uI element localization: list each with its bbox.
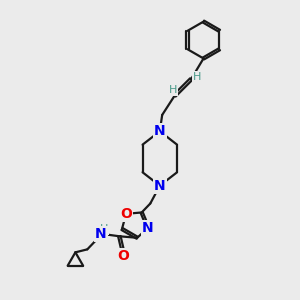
- Text: O: O: [118, 249, 130, 263]
- Text: H: H: [194, 72, 202, 82]
- Text: N: N: [154, 124, 166, 138]
- Text: N: N: [95, 227, 106, 241]
- Text: H: H: [100, 224, 108, 234]
- Text: N: N: [154, 179, 166, 193]
- Text: N: N: [142, 221, 154, 235]
- Text: H: H: [169, 85, 177, 95]
- Text: O: O: [120, 207, 132, 221]
